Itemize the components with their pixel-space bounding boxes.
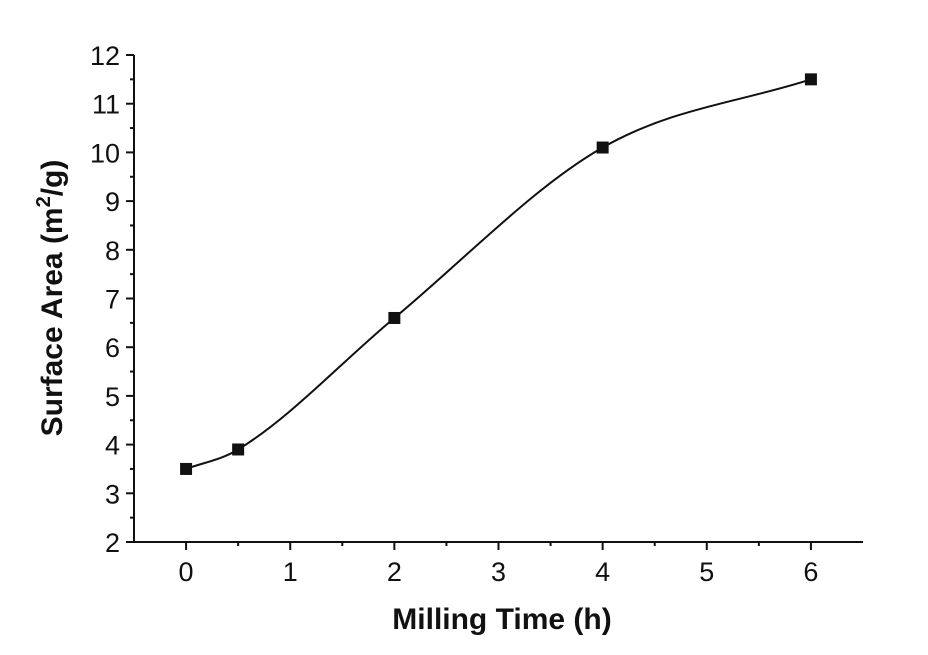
data-point-marker bbox=[804, 73, 817, 86]
x-axis: 0 1 2 3 4 5 6 bbox=[134, 541, 863, 587]
y-tick-label: 5 bbox=[105, 382, 120, 412]
data-point-marker bbox=[180, 462, 193, 475]
x-tick-label: 6 bbox=[803, 557, 818, 587]
y-tick-label: 2 bbox=[105, 528, 120, 558]
x-tick-label: 1 bbox=[283, 557, 298, 587]
fit-curve bbox=[185, 78, 812, 470]
y-axis-title: Surface Area (m2/g) bbox=[33, 160, 69, 437]
x-axis-title: Milling Time (h) bbox=[392, 603, 611, 636]
data-point-marker bbox=[232, 443, 245, 456]
y-tick-label: 7 bbox=[105, 285, 120, 315]
y-axis-title-superscript: 2 bbox=[33, 196, 55, 207]
x-tick-label: 2 bbox=[387, 557, 402, 587]
y-tick-label: 8 bbox=[105, 236, 120, 266]
x-tick-label: 5 bbox=[699, 557, 714, 587]
data-point-marker bbox=[596, 141, 609, 154]
y-tick-label: 3 bbox=[105, 479, 120, 509]
y-tick-label: 11 bbox=[92, 90, 120, 120]
x-tick-label: 4 bbox=[595, 557, 610, 587]
y-tick-label: 6 bbox=[105, 333, 120, 363]
plot-area bbox=[180, 73, 817, 475]
x-tick-label: 0 bbox=[179, 557, 194, 587]
y-tick-label: 4 bbox=[105, 431, 120, 461]
x-tick-label: 3 bbox=[491, 557, 506, 587]
y-axis-title-tail: /g) bbox=[36, 160, 69, 197]
y-tick-label: 9 bbox=[105, 187, 120, 217]
y-axis-title-main: Surface Area (m bbox=[36, 207, 69, 436]
data-point-marker bbox=[388, 311, 401, 324]
y-tick-label: 12 bbox=[90, 41, 120, 71]
y-axis: 2 3 4 5 6 7 8 9 10 11 12 bbox=[90, 41, 135, 558]
y-tick-label: 10 bbox=[90, 138, 120, 168]
